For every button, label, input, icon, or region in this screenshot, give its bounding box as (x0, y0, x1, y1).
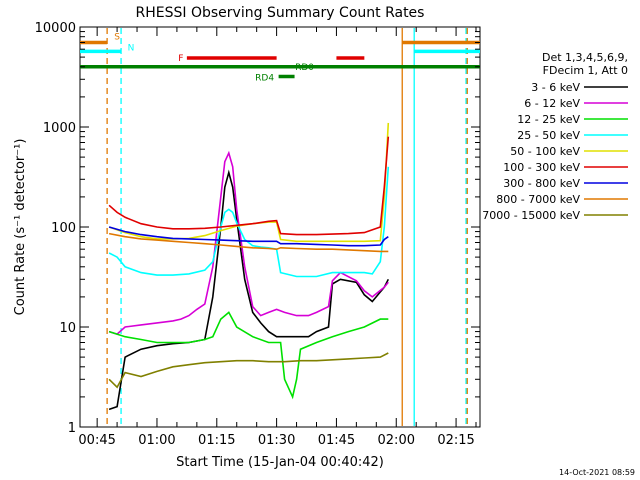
legend-header-line: FDecim 1, Att 0 (543, 64, 628, 77)
x-tick-label: 01:45 (318, 433, 355, 448)
series-lines (108, 122, 390, 411)
series-3-6-kev (108, 169, 390, 411)
legend-label: 50 - 100 keV (510, 145, 580, 158)
flag-label-s: S (114, 32, 120, 42)
legend-header-line: Det 1,3,4,5,6,9, (542, 51, 628, 64)
y-tick-label: 10 (59, 321, 76, 336)
legend-label: 100 - 300 keV (503, 161, 580, 174)
legend: Det 1,3,4,5,6,9,FDecim 1, Att 0 3 - 6 keV… (482, 51, 628, 222)
x-axis-label: Start Time (15-Jan-04 00:40:42) (176, 455, 384, 470)
legend-label: 7000 - 15000 keV (482, 209, 580, 222)
x-tick-label: 02:00 (378, 433, 415, 448)
y-axis: 1 10 100 1000 10000 (35, 21, 480, 436)
legend-label: 800 - 7000 keV (496, 193, 580, 206)
flag-label-f: F (178, 54, 183, 64)
x-tick-label: 02:15 (437, 433, 474, 448)
x-tick-label: 01:15 (198, 433, 235, 448)
flag-label-rd0: RD0 (295, 63, 314, 73)
y-tick-label: 10000 (35, 21, 76, 36)
boundary-lines (106, 28, 468, 426)
legend-label: 6 - 12 keV (524, 97, 580, 110)
footer-date: 14-Oct-2021 08:59 (559, 468, 635, 477)
chart-title: RHESSI Observing Summary Count Rates (136, 5, 425, 21)
y-tick-label: 1000 (43, 121, 76, 136)
legend-label: 12 - 25 keV (517, 113, 580, 126)
series-25-50-kev (108, 166, 390, 278)
series-7000-15000-kev (108, 352, 389, 389)
flag-bars: SN F RD0 RD4 (80, 32, 480, 83)
legend-label: 300 - 800 keV (503, 177, 580, 190)
y-tick-label: 1 (68, 421, 76, 436)
x-tick-label: 00:45 (78, 433, 115, 448)
series-12-25-kev (108, 311, 389, 400)
legend-label: 25 - 50 keV (517, 129, 580, 142)
x-axis: 00:45 01:00 01:15 01:30 01:45 02:00 02:15 (78, 27, 477, 448)
x-tick-label: 01:00 (138, 433, 175, 448)
series-6-12-kev (108, 150, 389, 335)
x-tick-label: 01:30 (258, 433, 295, 448)
y-axis-label: Count Rate (s⁻¹ detector⁻¹) (13, 139, 28, 316)
y-tick-label: 100 (51, 221, 76, 236)
series-100-300-kev (108, 136, 390, 236)
series-800-7000-kev (108, 232, 389, 253)
flag-label-rd4: RD4 (255, 73, 274, 83)
flag-label-n: N (128, 43, 135, 53)
legend-label: 3 - 6 keV (531, 81, 580, 94)
series-300-800-kev (108, 226, 389, 247)
plot-frame (79, 26, 481, 428)
